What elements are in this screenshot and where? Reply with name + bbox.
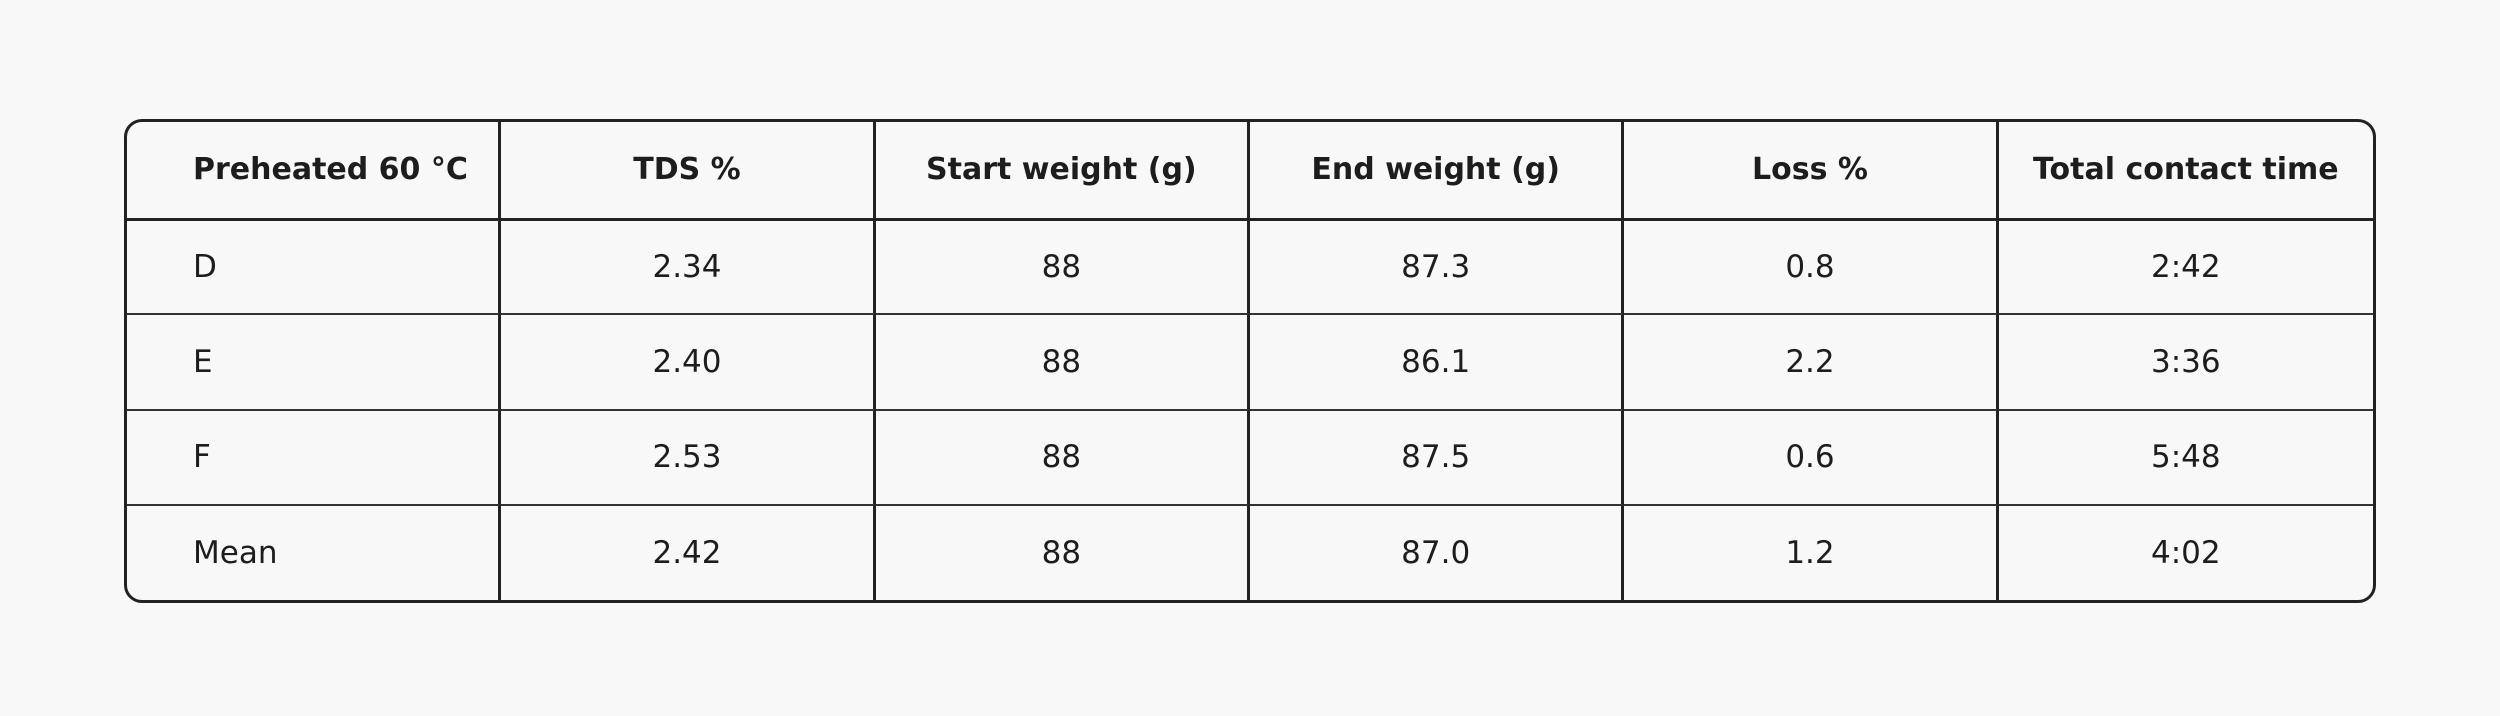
table-cell: E — [127, 313, 502, 409]
header-cell: Preheated 60 °C — [127, 122, 502, 218]
table-cell: 0.8 — [1624, 217, 1999, 313]
table-cell: 5:48 — [1998, 408, 2373, 505]
header-cell: End weight (g) — [1250, 122, 1625, 218]
table-cell: 88 — [875, 313, 1250, 409]
table-cell: 87.3 — [1250, 217, 1625, 313]
table-cell: 2.2 — [1624, 313, 1999, 409]
table-cell: 2.40 — [501, 313, 876, 409]
table-cell: 86.1 — [1250, 313, 1625, 409]
table-cell: 2.34 — [501, 217, 876, 313]
table-cell: 4:02 — [1998, 504, 2373, 600]
table-cell: 87.0 — [1250, 504, 1625, 600]
table-cell: 3:36 — [1998, 313, 2373, 409]
table-cell: 88 — [875, 217, 1250, 313]
table-cell: 87.5 — [1250, 408, 1625, 504]
table-cell: 1.2 — [1624, 504, 1999, 600]
table-cell: 88 — [875, 408, 1250, 504]
header-cell: Loss % — [1624, 122, 1999, 218]
table-cell: D — [127, 217, 502, 313]
table-cell: 2.42 — [501, 504, 876, 600]
table-cell: 2:42 — [1998, 217, 2373, 314]
header-cell: Total contact time — [2033, 152, 2339, 188]
table-cell: Mean — [127, 504, 502, 600]
header-cell: TDS % — [501, 122, 876, 218]
header-cell: Start weight (g) — [876, 122, 1250, 218]
table-cell: F — [127, 408, 502, 504]
table: Preheated 60 °C TDS % Start weight (g) End … — [124, 119, 2376, 603]
table-cell: 0.6 — [1624, 408, 1999, 504]
table-cell: 2.53 — [501, 408, 876, 504]
table-cell: 88 — [875, 504, 1250, 600]
